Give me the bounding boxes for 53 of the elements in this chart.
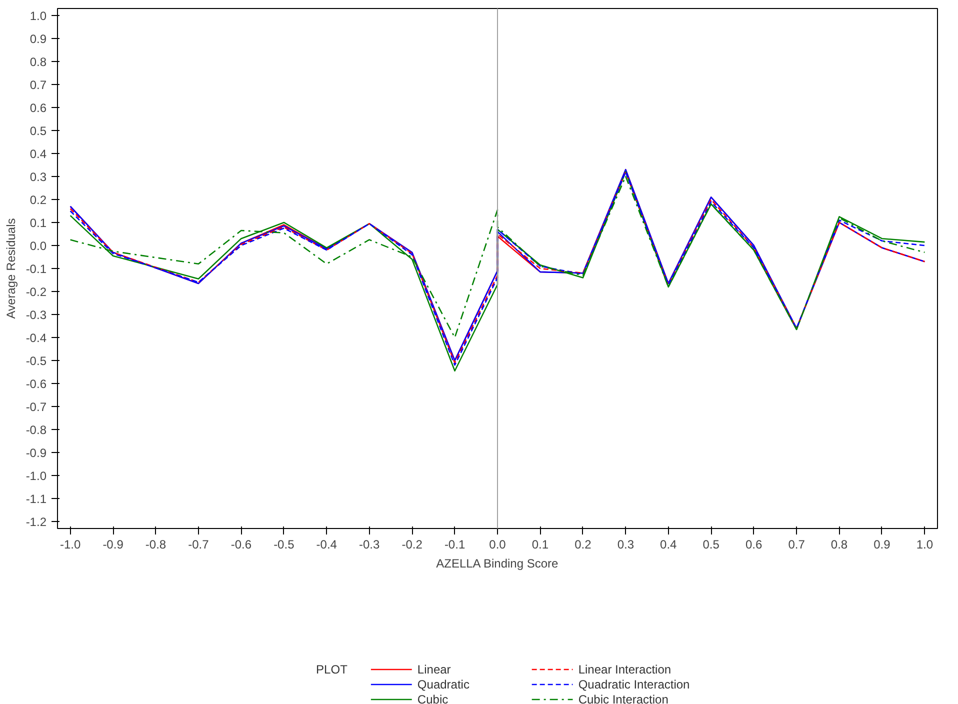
- x-tick-label: -0.7: [188, 538, 210, 552]
- y-tick-label: -0.6: [26, 377, 47, 392]
- y-tick-label: -1.2: [26, 515, 47, 530]
- x-tick-label: 1.0: [916, 538, 934, 552]
- y-tick-label: 0.0: [30, 238, 47, 253]
- y-tick-label: 0.8: [30, 54, 47, 69]
- y-tick-label: 0.2: [30, 192, 47, 207]
- legend-label: Linear: [417, 662, 451, 676]
- legend-label: Linear Interaction: [578, 662, 672, 676]
- x-tick-label: 0.3: [617, 538, 634, 552]
- x-tick-label: -0.2: [402, 538, 423, 552]
- y-tick-label: 0.1: [30, 216, 47, 230]
- x-tick-label: 0.5: [702, 538, 720, 552]
- x-tick-label: 0.8: [830, 538, 848, 552]
- x-tick-label: 0.9: [874, 538, 891, 552]
- y-tick-label: 0.7: [30, 78, 47, 92]
- x-tick-label: 0.6: [745, 538, 762, 552]
- y-tick-label: -0.1: [26, 262, 47, 276]
- y-tick-label: -0.2: [26, 285, 47, 300]
- x-tick-label: 0.7: [788, 538, 806, 552]
- legend-label: Cubic Interaction: [578, 692, 668, 704]
- x-tick-label: -0.4: [316, 538, 338, 552]
- y-tick-label: 0.3: [30, 170, 47, 184]
- x-tick-label: -1.0: [60, 538, 81, 552]
- x-tick-label: -0.9: [102, 538, 124, 552]
- legend-title: PLOT: [316, 662, 348, 676]
- y-tick-label: -0.3: [26, 308, 47, 322]
- y-tick-label: -1.0: [26, 469, 47, 484]
- y-tick-label: 0.9: [30, 32, 47, 46]
- x-tick-label: -0.5: [274, 538, 295, 552]
- x-tick-label: -0.3: [359, 538, 380, 552]
- y-tick-label: -0.9: [26, 446, 47, 460]
- x-axis-title: AZELLA Binding Score: [436, 556, 559, 570]
- y-tick-label: -0.7: [26, 400, 47, 414]
- y-tick-label: -0.5: [26, 354, 47, 368]
- x-tick-label: -0.1: [444, 538, 466, 552]
- y-tick-label: -0.4: [26, 331, 47, 346]
- legend-label: Quadratic: [417, 678, 470, 692]
- legend-label: Quadratic Interaction: [578, 678, 690, 692]
- y-tick-label: 1.0: [30, 8, 47, 23]
- x-tick-label: 0.0: [489, 538, 506, 552]
- x-tick-label: -0.6: [230, 538, 252, 552]
- x-tick-label: 0.1: [532, 538, 549, 552]
- y-tick-label: -1.1: [26, 492, 47, 506]
- y-tick-label: 0.4: [30, 146, 47, 161]
- legend-label: Cubic: [417, 692, 448, 704]
- x-tick-label: -0.8: [145, 538, 166, 552]
- y-axis-title: Average Residuals: [4, 218, 18, 319]
- y-tick-label: 0.6: [30, 100, 47, 115]
- x-tick-label: 0.2: [574, 538, 592, 552]
- y-tick-label: 0.5: [30, 124, 47, 138]
- x-tick-label: 0.4: [660, 538, 678, 552]
- y-tick-label: -0.8: [26, 423, 47, 438]
